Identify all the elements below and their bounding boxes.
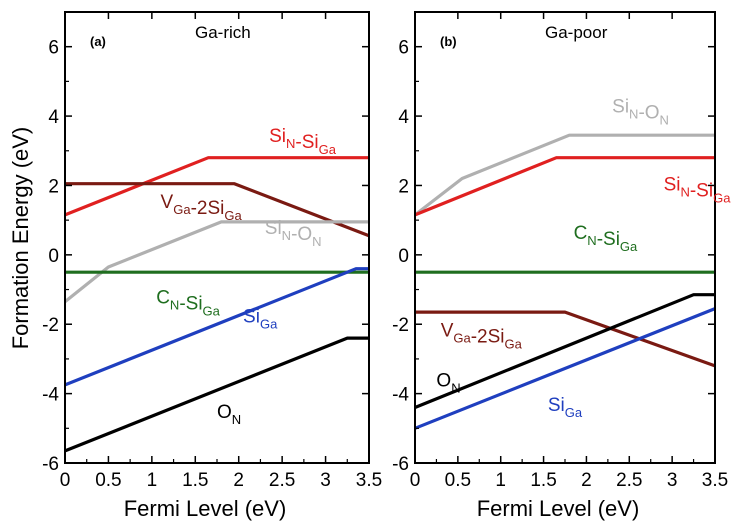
series-label-C_N-Si_Ga: CN-SiGa (574, 223, 638, 254)
y-axis-label: Formation Energy (eV) (8, 127, 33, 350)
y-tick-label: 2 (48, 176, 59, 197)
x-tick-label: 2.5 (269, 470, 295, 491)
x-tick-label: 1 (147, 470, 158, 491)
x-tick-label: 0 (60, 470, 71, 491)
series-line-O_N (64, 336, 369, 453)
series-line-O_N (414, 293, 715, 409)
y-tick-label: 2 (398, 176, 409, 197)
panel-tag: (b) (440, 34, 457, 49)
panel-tag: (a) (90, 34, 106, 49)
x-axis-label-a: Fermi Level (eV) (124, 496, 287, 521)
series-label-Si_Ga: SiGa (243, 306, 278, 331)
series-label-O_N: ON (436, 371, 460, 396)
panel-title: Ga-poor (545, 23, 608, 42)
x-tick-label: 0.5 (95, 470, 121, 491)
panel-title: Ga-rich (195, 23, 251, 42)
y-tick-label: 6 (48, 38, 59, 59)
series-line-V_Ga-2Si_Ga (65, 182, 370, 238)
series-line-V_Ga-2Si_Ga (415, 310, 716, 368)
series-label-O_N: ON (217, 402, 241, 427)
series-label-Si_Ga: SiGa (548, 395, 583, 420)
series-label-Si_N-O_N: SiN-ON (612, 97, 669, 128)
x-tick-label: 0 (410, 470, 421, 491)
y-tick-label: -6 (392, 454, 409, 475)
series-label-V_Ga-2Si_Ga: VGa-2SiGa (161, 192, 243, 223)
x-tick-label: 0.5 (445, 470, 471, 491)
x-tick-label: 3 (320, 470, 331, 491)
series-label-C_N-Si_Ga: CN-SiGa (156, 287, 220, 318)
y-tick-label: 6 (398, 38, 409, 59)
series-line-Si_N-Si_Ga (414, 156, 715, 217)
x-tick-label: 3.5 (356, 470, 382, 491)
series-label-Si_N-Si_Ga: SiN-SiGa (664, 175, 732, 206)
y-tick-label: -2 (392, 315, 409, 336)
x-tick-label: 2 (233, 470, 244, 491)
y-tick-label: 0 (398, 246, 409, 267)
x-tick-label: 1.5 (530, 470, 556, 491)
series-line-Si_Ga (414, 307, 716, 430)
y-tick-label: 4 (48, 107, 59, 128)
series-label-V_Ga-2Si_Ga: VGa-2SiGa (441, 320, 523, 351)
y-tick-label: 0 (48, 246, 59, 267)
series-line-Si_Ga (64, 267, 369, 387)
x-tick-label: 2 (581, 470, 592, 491)
x-tick-label: 3.5 (702, 470, 728, 491)
x-tick-label: 3 (667, 470, 678, 491)
y-tick-label: 4 (398, 107, 409, 128)
y-tick-label: -4 (392, 385, 409, 406)
series-line-Si_N-Si_Ga (64, 156, 369, 217)
series-label-Si_N-O_N: SiN-ON (265, 218, 322, 249)
y-tick-label: -4 (42, 385, 59, 406)
panel-a: 0 0.5 1 1.5 2 2.5 3 3.5 -6 -4 -2 0 2 4 6 (a) Ga-rich SiN-… (42, 11, 382, 491)
panel-b: 0 0.5 1 1.5 2 2.5 3 3.5 -6 -4 -2 0 2 4 6 (b) Ga-poor SiN-… (392, 11, 732, 491)
x-tick-label: 1.5 (182, 470, 208, 491)
series-label-Si_N-Si_Ga: SiN-SiGa (269, 126, 337, 157)
x-tick-label: 2.5 (616, 470, 642, 491)
y-tick-label: -6 (42, 454, 59, 475)
y-tick-label: -2 (42, 315, 59, 336)
series-line-Si_N-O_N (414, 133, 715, 217)
x-axis-label-b: Fermi Level (eV) (477, 496, 640, 521)
x-tick-label: 1 (495, 470, 506, 491)
plot-frame (64, 11, 370, 464)
series-line-Si_N-O_N (64, 220, 369, 303)
